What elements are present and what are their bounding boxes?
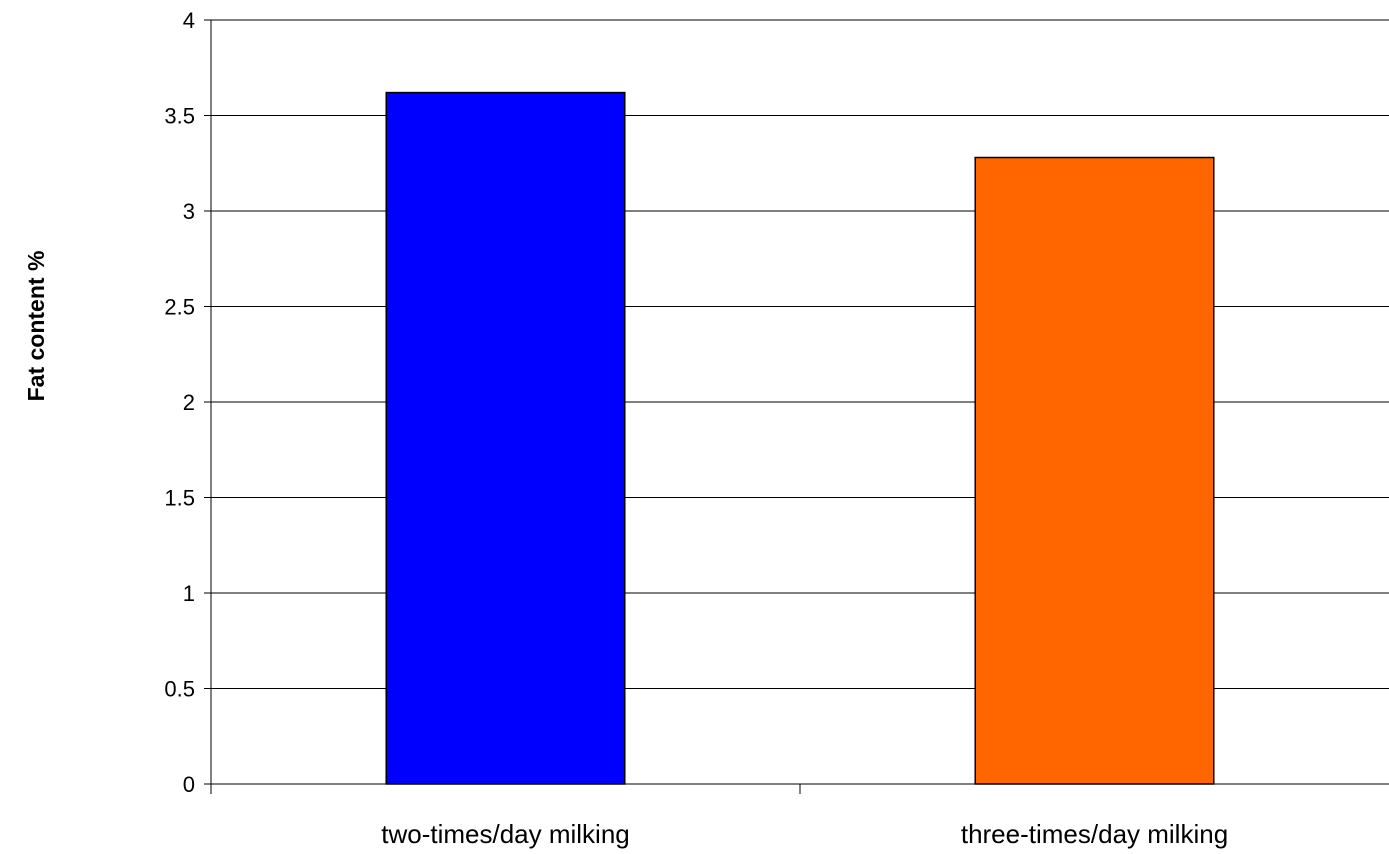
y-ticks: 0 0.5 1 1.5 2 2.5 3 3.5 4	[164, 8, 801, 797]
y-tick-label: 3.5	[164, 104, 195, 129]
x-categories: two-times/day milking three-times/day mil…	[381, 819, 1228, 849]
y-tick-label: 4	[183, 8, 195, 33]
y-tick-label: 0.5	[164, 677, 195, 702]
y-tick-label: 2	[183, 390, 195, 415]
bars	[385, 91, 1215, 785]
x-category-label: three-times/day milking	[961, 819, 1228, 849]
y-tick-label: 2.5	[164, 295, 195, 320]
y-tick-label: 1	[183, 581, 195, 606]
bar-0	[385, 91, 626, 785]
y-tick-label: 0	[183, 772, 195, 797]
y-tick-label: 3	[183, 199, 195, 224]
y-tick-label: 1.5	[164, 486, 195, 511]
x-category-label: two-times/day milking	[381, 819, 630, 849]
y-axis-title: Fat content %	[23, 251, 49, 402]
bar-1	[974, 156, 1215, 785]
